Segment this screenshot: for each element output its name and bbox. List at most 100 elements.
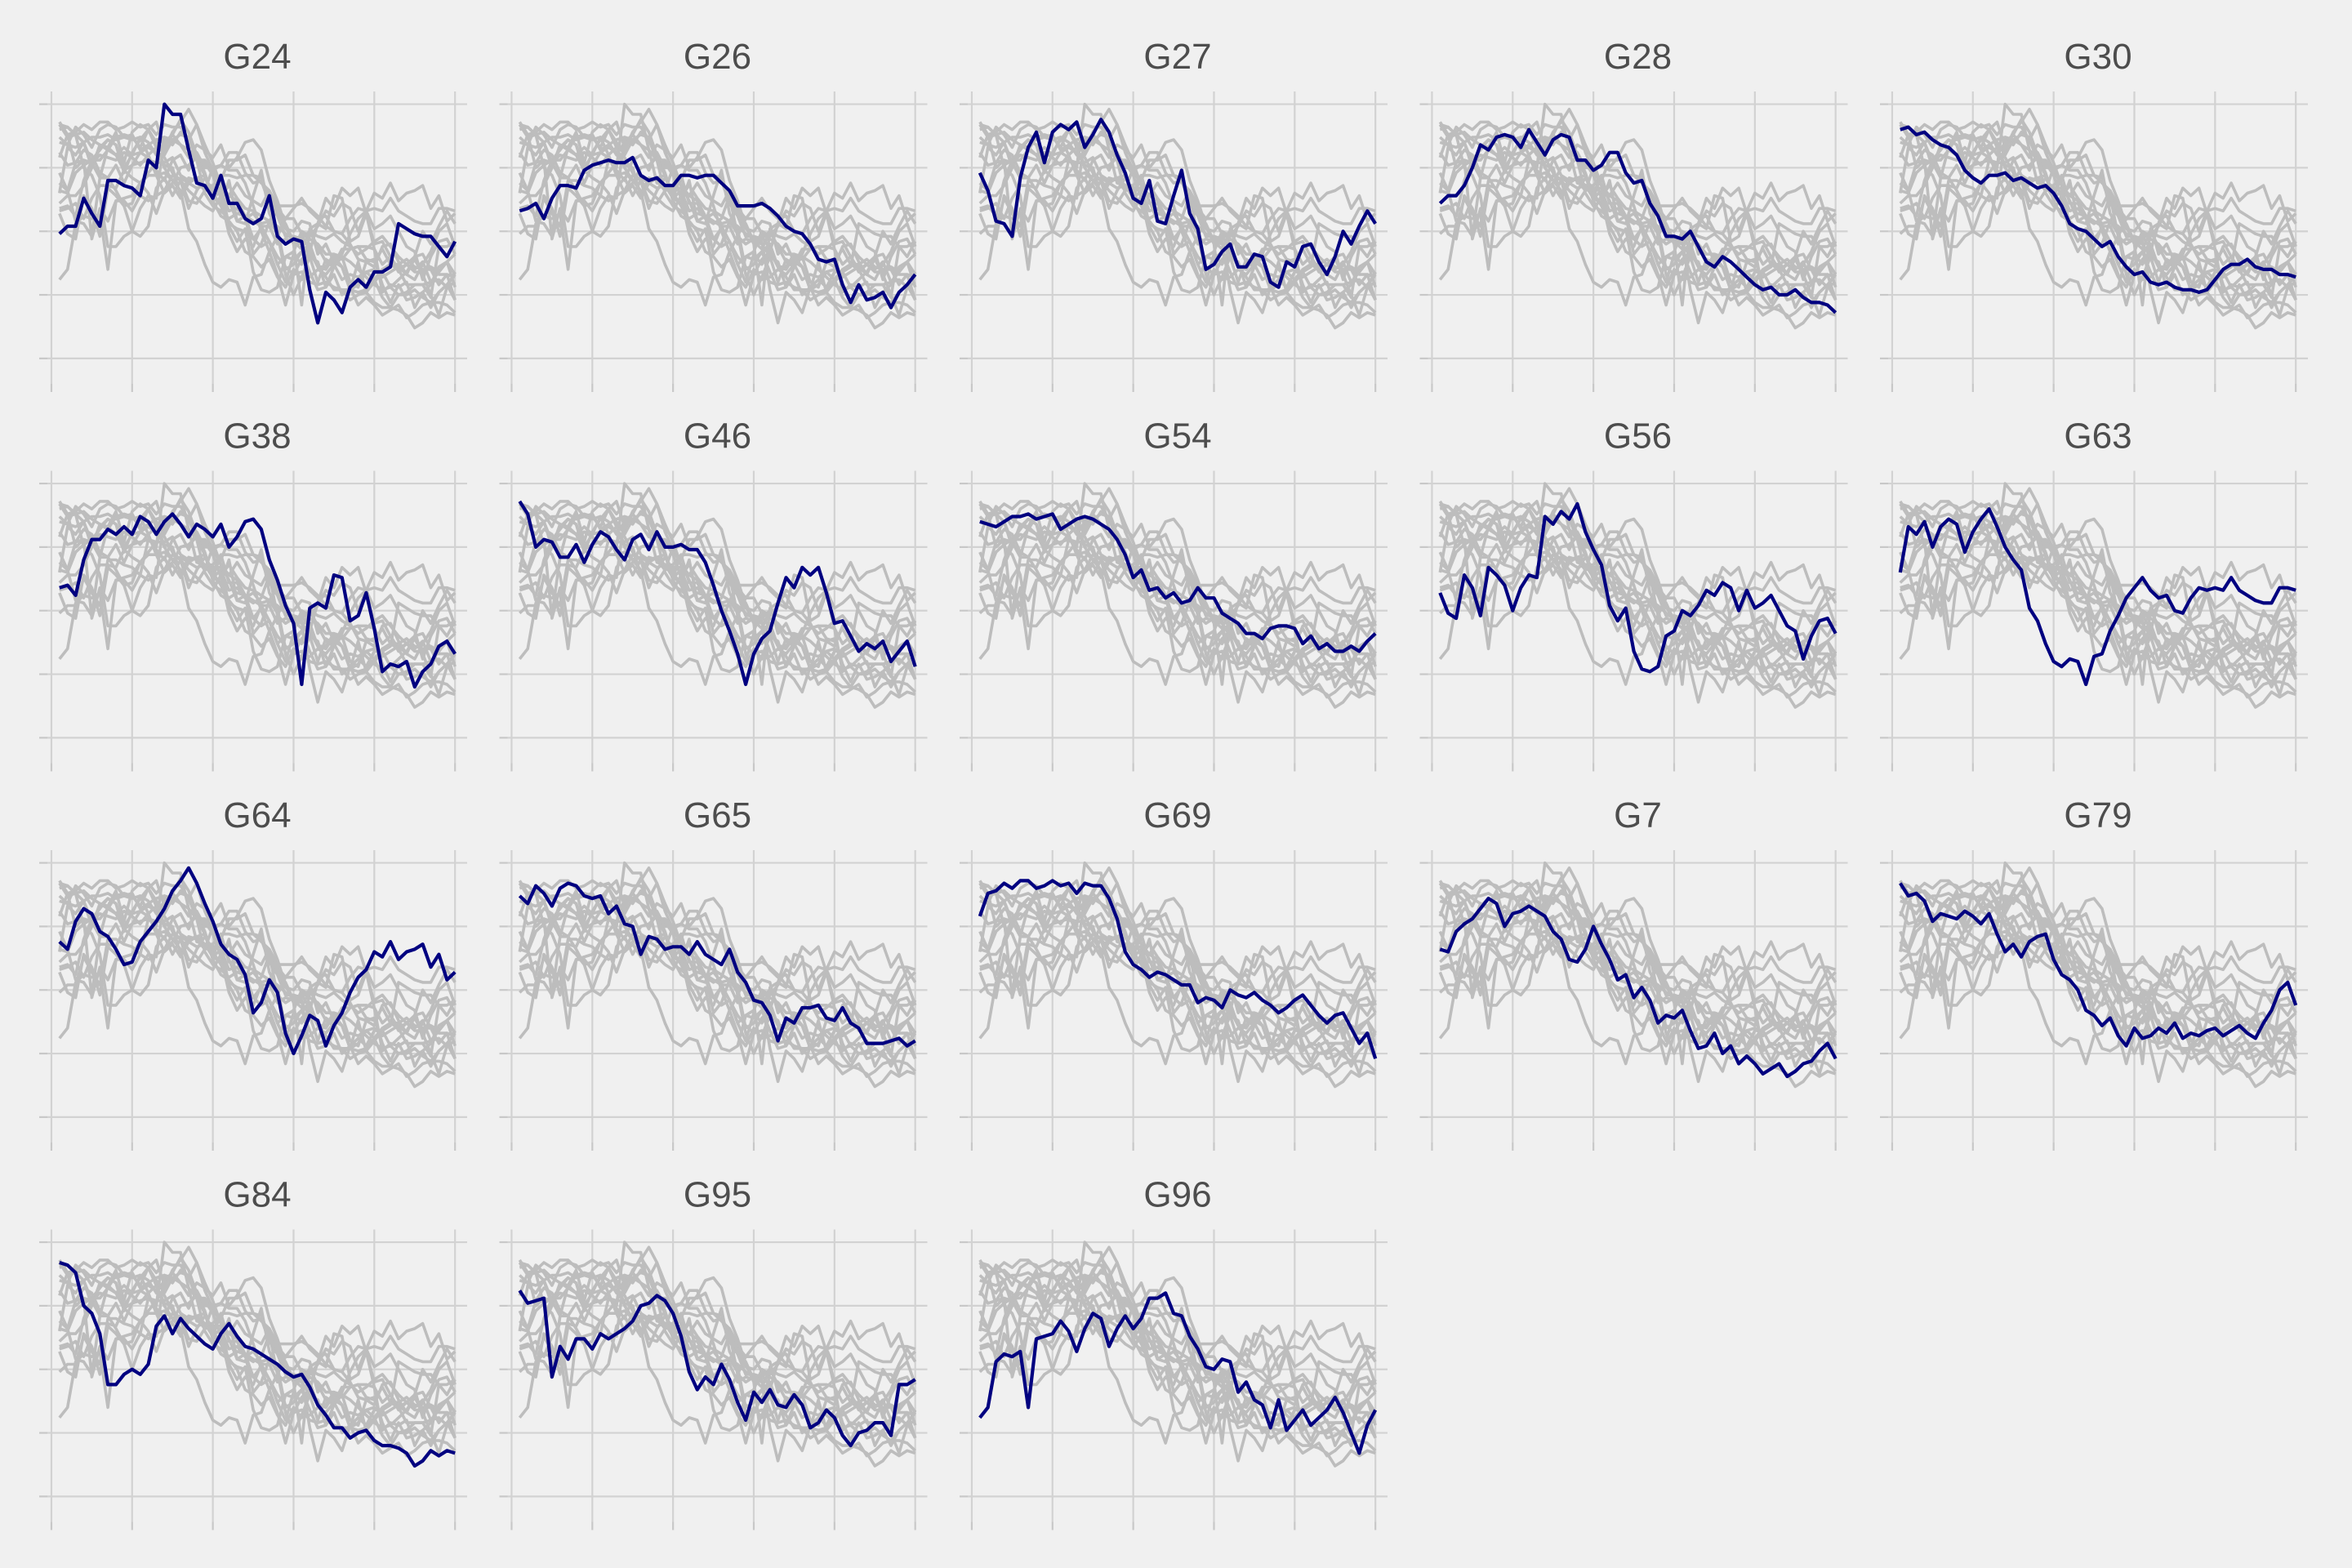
series-line-G63-highlight — [1898, 507, 2296, 687]
panel-title: G46 — [684, 416, 751, 457]
series-line-G56-background — [58, 122, 457, 294]
series-line-G63-background — [518, 1266, 916, 1445]
series-line-G65-background — [58, 502, 457, 668]
series-line-G64-background — [1439, 108, 1837, 296]
panel-title: G69 — [1143, 795, 1211, 835]
panel-G63: G63 — [1880, 416, 2308, 772]
series-line-G56-background — [518, 502, 917, 674]
series-line-G95-background — [1438, 151, 1837, 310]
series-line-G64-background — [58, 108, 457, 296]
series-line-G65-background — [978, 881, 1377, 1048]
panel-title: G38 — [223, 416, 291, 457]
series-line-G95-background — [1438, 531, 1837, 688]
series-line-G96-background — [1438, 154, 1838, 317]
series-line-G84-highlight — [59, 1260, 456, 1468]
series-line-G69-background — [978, 500, 1377, 680]
series-line-G38-highlight — [59, 512, 457, 689]
series-line-G79-background — [1899, 503, 2297, 668]
series-line-G79-background — [58, 882, 457, 1048]
series-line-G64-background — [58, 487, 457, 676]
series-line-G64-background — [978, 487, 1377, 676]
series-line-G63-background — [1899, 886, 2296, 1066]
panel-title: G95 — [684, 1175, 751, 1215]
panel-G46: G46 — [499, 416, 928, 772]
series-line-G95-background — [978, 151, 1377, 310]
series-line-G56-background — [58, 502, 457, 674]
series-line-G65-background — [978, 122, 1377, 289]
series-line-G56-background — [58, 1261, 457, 1432]
series-line-G64-background — [978, 108, 1377, 296]
series-line-G54-highlight — [979, 512, 1377, 653]
series-line-G96-background — [58, 1291, 457, 1455]
series-line-G56-background — [1438, 122, 1838, 294]
series-line-G65-background — [1899, 502, 2297, 668]
series-line-G69-background — [58, 879, 457, 1059]
panel-title: G84 — [223, 1175, 291, 1215]
series-line-G64-background — [519, 487, 916, 676]
series-line-G63-background — [978, 886, 1376, 1066]
series-line-G56-background — [1899, 502, 2297, 674]
series-line-G69-background — [1438, 879, 1838, 1059]
series-line-G56-background — [518, 1261, 917, 1432]
panel-title: G64 — [223, 795, 291, 835]
series-line-G65-highlight — [518, 881, 916, 1048]
series-line-G79-background — [58, 123, 457, 289]
panel-title: G26 — [684, 37, 751, 77]
series-line-G95-background — [58, 151, 457, 310]
series-line-G95-background — [978, 910, 1377, 1068]
series-line-G79-background — [58, 1262, 457, 1427]
panel-G28: G28 — [1419, 37, 1848, 392]
series-line-G69-background — [978, 1258, 1377, 1439]
series-line-G69-background — [1899, 879, 2297, 1059]
series-line-G56-background — [978, 502, 1377, 674]
series-line-G56-highlight — [1438, 501, 1838, 674]
panel-title: G56 — [1604, 416, 1672, 457]
series-line-G96-background — [1438, 532, 1838, 697]
series-line-G95-highlight — [518, 1290, 916, 1448]
series-line-G65-background — [1439, 502, 1837, 668]
panel-title: G24 — [223, 37, 291, 77]
series-line-G79-background — [518, 882, 917, 1048]
panel-title: G28 — [1604, 37, 1672, 77]
series-line-G96-background — [58, 154, 457, 317]
series-line-G95-background — [518, 531, 916, 688]
series-line-G64-background — [1899, 866, 2297, 1055]
series-line-G56-background — [518, 122, 917, 294]
panel-title: G65 — [684, 795, 751, 835]
series-line-G56-background — [1899, 122, 2297, 294]
panel-G79: G79 — [1880, 795, 2308, 1151]
panel-G38: G38 — [39, 416, 467, 772]
series-line-G65-background — [58, 881, 457, 1048]
series-line-G95-background — [58, 531, 457, 688]
panel-title: G79 — [2064, 795, 2132, 835]
series-line-G63-background — [58, 1266, 456, 1445]
panel-grid: G24 G26 G27 G28 G30 G38 G46 G54 G56 G63 G64 G65 G69 G… — [39, 37, 2308, 1530]
series-line-G96-background — [58, 912, 457, 1076]
panel-title: G7 — [1614, 795, 1662, 835]
series-line-G63-background — [58, 507, 456, 686]
series-line-G63-background — [978, 507, 1376, 686]
panel-G27: G27 — [960, 37, 1388, 392]
panel-title: G30 — [2064, 37, 2132, 77]
series-line-G79-background — [978, 1262, 1377, 1427]
series-line-G65-background — [1899, 881, 2297, 1048]
series-line-G69-background — [518, 879, 917, 1059]
series-line-G63-background — [58, 886, 456, 1066]
series-line-G7-highlight — [1439, 897, 1838, 1079]
series-line-G79-background — [978, 882, 1377, 1048]
series-line-G64-background — [1899, 108, 2297, 296]
series-line-G69-highlight — [978, 879, 1378, 1059]
series-line-G63-background — [58, 127, 456, 307]
series-line-G65-background — [978, 1261, 1377, 1427]
panel-G54: G54 — [960, 416, 1388, 772]
series-line-G69-background — [1899, 120, 2297, 301]
series-line-G65-background — [58, 1261, 457, 1427]
series-line-G56-background — [58, 881, 457, 1053]
series-line-G69-background — [1438, 120, 1838, 301]
series-line-G56-background — [978, 122, 1377, 294]
series-line-G64-background — [978, 866, 1377, 1055]
series-line-G56-background — [1899, 881, 2297, 1053]
series-line-G79-background — [518, 503, 917, 668]
series-line-G63-background — [1438, 507, 1837, 686]
series-line-G46-highlight — [518, 500, 917, 687]
